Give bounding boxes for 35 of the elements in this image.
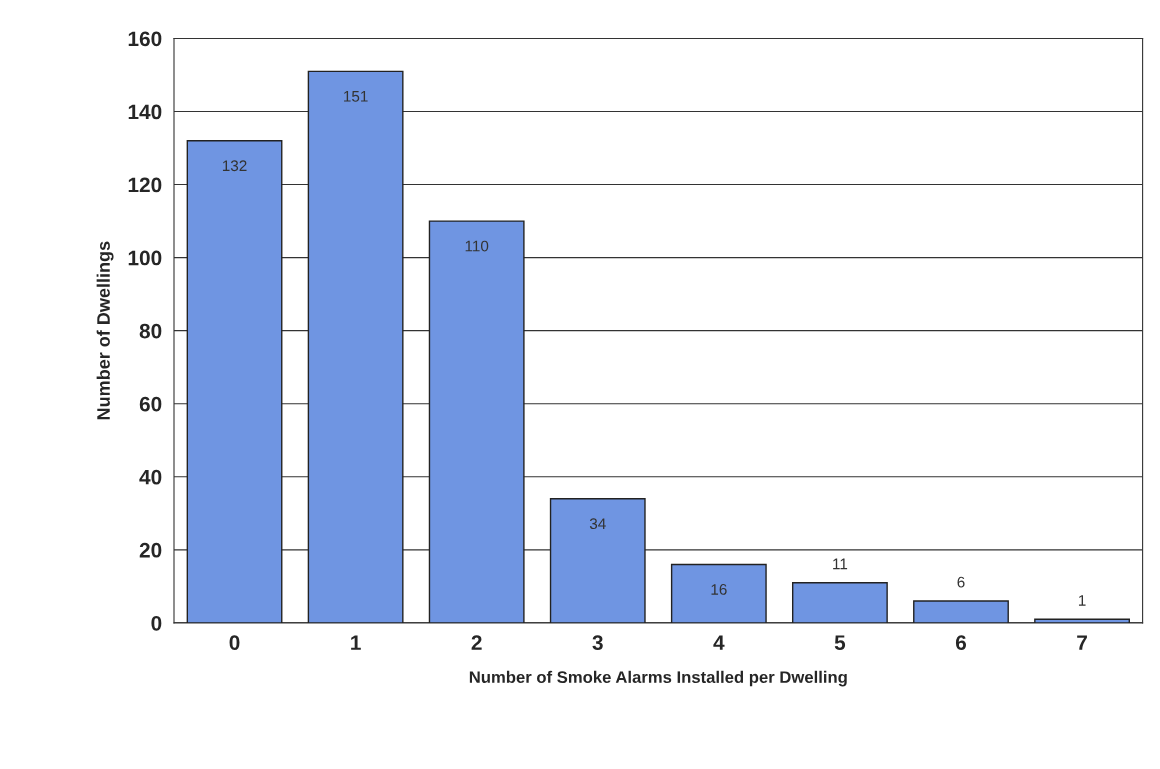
y-tick-label: 40 bbox=[139, 469, 162, 485]
data-label: 11 bbox=[833, 558, 848, 570]
bar bbox=[428, 220, 525, 623]
x-tick-label: 7 bbox=[1077, 635, 1087, 650]
x-tick-label: 3 bbox=[592, 635, 603, 651]
y-tick-label: 80 bbox=[139, 323, 162, 339]
bar bbox=[670, 563, 767, 623]
data-label: 16 bbox=[711, 584, 727, 595]
x-axis-title: Number of Smoke Alarms Installed per Dwelling bbox=[469, 670, 847, 687]
x-tick-label: 5 bbox=[834, 635, 846, 650]
bar bbox=[1034, 618, 1130, 623]
y-axis-title: Number of Dwellings bbox=[96, 241, 114, 420]
y-tick-label: 140 bbox=[128, 104, 162, 120]
y-tick-label: 160 bbox=[128, 31, 162, 47]
x-tick-label: 1 bbox=[351, 635, 361, 650]
x-tick-label: 6 bbox=[955, 635, 967, 650]
data-label: 1 bbox=[1078, 595, 1086, 606]
bar bbox=[307, 70, 404, 623]
y-tick-label: 0 bbox=[151, 615, 162, 631]
y-tick-label: 120 bbox=[128, 177, 162, 193]
bar bbox=[791, 582, 888, 623]
data-label: 6 bbox=[957, 576, 965, 588]
x-tick-label: 2 bbox=[471, 635, 482, 650]
bar bbox=[549, 498, 646, 623]
data-label: 151 bbox=[344, 91, 368, 102]
data-label: 34 bbox=[589, 518, 606, 530]
bar bbox=[913, 600, 1009, 623]
y-tick-label: 60 bbox=[139, 396, 162, 412]
data-label: 110 bbox=[465, 240, 489, 252]
x-tick-label: 4 bbox=[713, 635, 725, 650]
y-tick-label: 20 bbox=[139, 542, 162, 558]
x-tick-label: 0 bbox=[229, 635, 240, 650]
bar bbox=[186, 140, 283, 623]
y-tick-label: 100 bbox=[128, 250, 162, 266]
data-label: 132 bbox=[222, 160, 247, 172]
